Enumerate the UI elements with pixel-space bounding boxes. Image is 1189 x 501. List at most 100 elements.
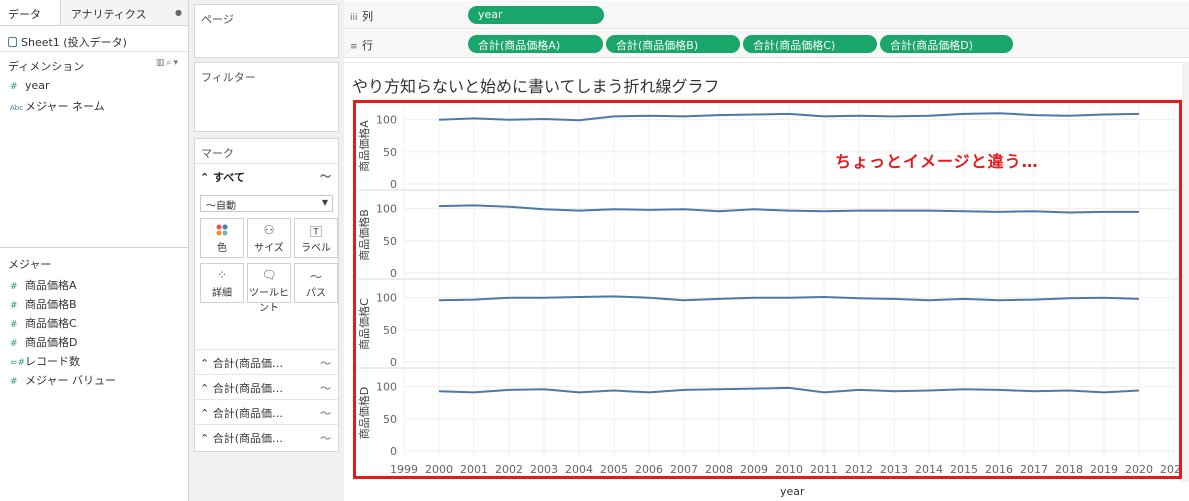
measure-field-label: 商品価格C <box>25 317 77 330</box>
tab-data[interactable]: データ <box>0 0 61 25</box>
measure-field-measure-values[interactable]: # メジャー バリュー <box>0 369 188 388</box>
dimensions-tools[interactable]: ▥⌕▾ <box>156 58 180 68</box>
rows-shelf[interactable]: ≡ 行 合計(商品価格A) 合計(商品価格B) 合計(商品価格C) 合計(商品価格… <box>344 30 1189 58</box>
x-tick-label: 2014 <box>915 463 943 476</box>
pane-divider[interactable] <box>0 247 188 248</box>
number-icon: # <box>10 82 18 92</box>
datasource-label: Sheet1 (投入データ) <box>21 36 127 49</box>
marks-tab-price-c[interactable]: ⌃ 合計(商品価… 〜 <box>195 399 338 424</box>
series-line <box>438 386 1140 394</box>
x-tick-label: 2020 <box>1125 463 1153 476</box>
marks-tab-label: 合計(商品価… <box>212 357 284 370</box>
pane-menu-icon[interactable]: ● <box>175 8 182 17</box>
search-icon[interactable]: ⌕ <box>166 58 174 68</box>
marks-tab-price-b[interactable]: ⌃ 合計(商品価… 〜 <box>195 374 338 399</box>
columns-shelf-title: 列 <box>362 10 373 23</box>
datasource-item[interactable]: Sheet1 (投入データ) <box>0 26 188 52</box>
columns-shelf[interactable]: iii 列 year <box>344 1 1189 29</box>
dimension-field-measure-names[interactable]: Abc メジャー ネーム <box>0 95 188 114</box>
dimensions-header: ディメンション ▥⌕▾ <box>0 52 188 76</box>
marks-tab-price-a[interactable]: ⌃ 合計(商品価… 〜 <box>195 349 338 374</box>
number-icon: # <box>10 377 18 387</box>
view-toggle-icon[interactable]: ▥ <box>155 58 167 68</box>
y-tick-label: 100 <box>376 114 397 127</box>
pages-title: ページ <box>201 13 234 26</box>
rows-shelf-title: 行 <box>362 39 373 52</box>
dropdown-arrow-icon[interactable]: ▾ <box>173 58 180 68</box>
x-tick-label: 2016 <box>985 463 1013 476</box>
color-button[interactable]: 色 <box>200 218 244 258</box>
measures-title: メジャー <box>8 258 52 271</box>
pages-shelf[interactable]: ページ <box>194 4 339 58</box>
detail-label: 詳細 <box>212 288 232 299</box>
number-icon: # <box>10 301 18 311</box>
path-line-icon: 〜 <box>309 270 322 284</box>
chevron-down-icon: ▼ <box>321 198 328 207</box>
data-pane-tabs: データ アナリティクス ● <box>0 0 188 26</box>
size-button[interactable]: ⚇ サイズ <box>247 218 291 258</box>
label-button[interactable]: 🅃 ラベル <box>294 218 338 258</box>
series-line <box>438 112 1140 122</box>
y-tick-label: 0 <box>390 445 397 458</box>
x-tick-label: 2012 <box>845 463 873 476</box>
columns-shelf-label: iii 列 <box>350 8 460 24</box>
line-mark-icon: 〜 <box>320 407 331 420</box>
number-icon: # <box>10 320 18 330</box>
tab-analytics[interactable]: アナリティクス ● <box>60 0 188 25</box>
tab-analytics-label: アナリティクス <box>70 8 147 21</box>
path-label: パス <box>306 288 326 299</box>
x-tick-label: 2002 <box>495 463 523 476</box>
x-tick-label: 2019 <box>1090 463 1118 476</box>
y-tick-label: 0 <box>390 178 397 191</box>
mark-type-select[interactable]: 〜自動 ▼ <box>200 195 333 212</box>
y-tick-label: 100 <box>376 381 397 394</box>
row-pill-price-a[interactable]: 合計(商品価格A) <box>468 35 603 53</box>
measure-field-price-c[interactable]: # 商品価格C <box>0 312 188 331</box>
color-label: 色 <box>217 243 227 254</box>
measure-field-price-d[interactable]: # 商品価格D <box>0 331 188 350</box>
row-pill-price-b[interactable]: 合計(商品価格B) <box>606 35 740 53</box>
chart-title[interactable]: やり方知らないと始めに書いてしまう折れ線グラフ <box>352 77 720 96</box>
marks-tab-price-d[interactable]: ⌃ 合計(商品価… 〜 <box>195 424 338 449</box>
measure-field-label: 商品価格D <box>25 336 78 349</box>
dimension-field-year[interactable]: # year <box>0 76 188 95</box>
number-icon: # <box>10 282 18 292</box>
mark-type-value: 自動 <box>216 201 236 212</box>
worksheet-area: iii 列 year ≡ 行 合計(商品価格A) 合計(商品価格B) 合計(商品価格… <box>344 0 1189 501</box>
y-tick-label: 50 <box>383 146 397 159</box>
x-tick-label: 2004 <box>565 463 593 476</box>
detail-button[interactable]: ⁘ 詳細 <box>200 263 244 303</box>
measure-field-record-count[interactable]: =#レコード数 <box>0 350 188 369</box>
marks-tab-label: 合計(商品価… <box>212 382 284 395</box>
x-tick-label: 2013 <box>880 463 908 476</box>
y-tick-label: 50 <box>383 413 397 426</box>
row-pill-price-c[interactable]: 合計(商品価格C) <box>743 35 877 53</box>
y-tick-label: 100 <box>376 292 397 305</box>
measure-field-price-b[interactable]: # 商品価格B <box>0 293 188 312</box>
number-icon: # <box>10 339 18 349</box>
measure-field-price-a[interactable]: # 商品価格A <box>0 274 188 293</box>
path-button[interactable]: 〜 パス <box>294 263 338 303</box>
column-pill-year[interactable]: year <box>468 6 604 24</box>
data-pane: データ アナリティクス ● Sheet1 (投入データ) ディメンション ▥⌕▾… <box>0 0 189 501</box>
marks-all-tab[interactable]: ⌃ すべて 〜 <box>195 163 338 187</box>
vertical-scrollbar[interactable] <box>1182 62 1189 482</box>
calculated-number-icon: =# <box>10 358 26 368</box>
y-tick-label: 0 <box>390 356 397 369</box>
measure-field-label: 商品価格A <box>25 279 77 292</box>
x-axis-title[interactable]: year <box>780 485 805 498</box>
x-tick-label: 2009 <box>740 463 768 476</box>
row-pill-price-d[interactable]: 合計(商品価格D) <box>880 35 1013 53</box>
line-chart[interactable]: 0 50 100 商品価格A 0 50 100 商品価格B 0 50 100 商品価格C 0 50 100 商… <box>344 95 1189 485</box>
expand-caret-icon: ⌃ <box>200 432 213 445</box>
x-tick-label: 2000 <box>425 463 453 476</box>
y-axis-title: 商品価格B <box>357 209 371 261</box>
tooltip-button[interactable]: 🗨 ツールヒント <box>247 263 291 314</box>
filters-title: フィルター <box>201 71 256 84</box>
marks-title: マーク <box>201 147 234 160</box>
x-tick-label: 2007 <box>670 463 698 476</box>
x-tick-label: 2008 <box>705 463 733 476</box>
label-label: ラベル <box>301 243 331 254</box>
dimensions-title: ディメンション <box>8 60 85 73</box>
filters-shelf[interactable]: フィルター <box>194 62 339 132</box>
